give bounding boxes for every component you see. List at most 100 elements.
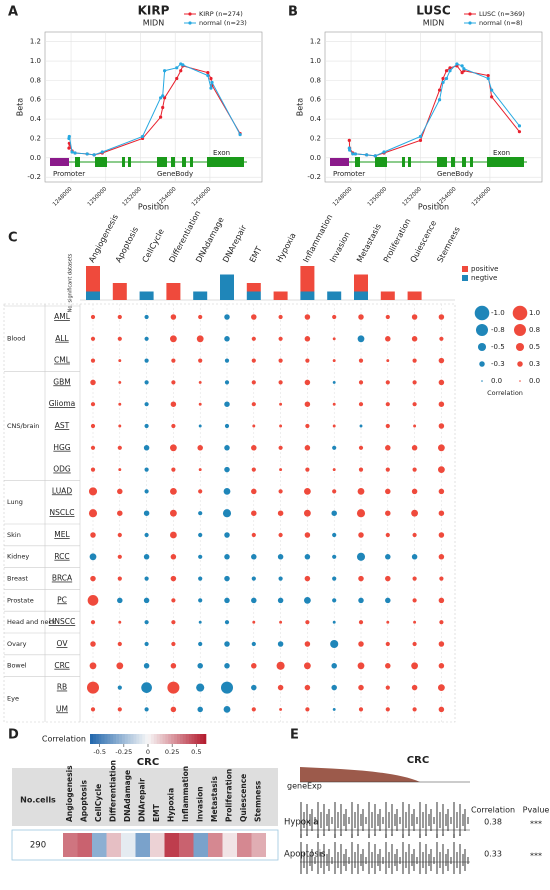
column-label: Apoptosis [80, 780, 89, 822]
colorbar-slice [171, 734, 175, 744]
chart-subtitle: MIDN [423, 19, 444, 28]
correlation-dot [305, 423, 310, 429]
legend-swatch [462, 275, 468, 281]
correlation-dot [385, 402, 390, 407]
correlation-dot [170, 531, 177, 539]
row-label[interactable]: LUAD [52, 486, 72, 495]
data-point [444, 76, 449, 81]
data-point [175, 76, 179, 81]
panel-label: E [290, 728, 299, 743]
data-point [92, 153, 96, 157]
colorbar-tick-label: -0.25 [115, 748, 132, 756]
correlation-dot [170, 575, 177, 582]
row-label[interactable]: CRC [54, 661, 69, 670]
colorbar-slice [95, 734, 99, 744]
correlation-dot [171, 423, 176, 429]
row-label[interactable]: RB [57, 683, 67, 692]
data-point [437, 98, 442, 102]
row-label[interactable]: ODG [53, 465, 71, 474]
correlation-dot [358, 575, 364, 582]
correlation-dot [198, 532, 203, 538]
row-label[interactable]: NSCLC [49, 508, 74, 517]
row-label[interactable]: Glioma [49, 399, 75, 408]
colorbar-tick-label: 0.25 [165, 748, 179, 756]
row-label[interactable]: MEL [54, 530, 70, 539]
data-point [365, 153, 369, 157]
correlation-dot [332, 707, 336, 711]
annotation: Promoter [53, 170, 85, 178]
column-label: DNAdamage [123, 770, 132, 822]
colorbar-slice [179, 734, 184, 744]
correlation-dot [332, 620, 336, 624]
correlation-dot [385, 445, 391, 451]
correlation-dot [278, 358, 283, 363]
data-point [73, 151, 77, 155]
correlation-dot [358, 402, 364, 407]
row-label[interactable]: ALL [55, 334, 69, 343]
colorbar-slice [200, 734, 204, 744]
correlation-dot [358, 467, 364, 472]
correlation-dot [332, 598, 337, 603]
exon-box [375, 157, 387, 167]
exon-box [75, 157, 80, 167]
data-point [100, 150, 104, 154]
correlation-dot [251, 358, 256, 363]
correlation-dot [251, 488, 257, 495]
y-tick-label: 0.2 [30, 134, 41, 142]
correlation-dot [412, 402, 417, 407]
colorbar-slice [191, 734, 195, 744]
correlation-dot [118, 468, 122, 472]
column-label: Hypoxia [167, 788, 176, 822]
correlation-dot [304, 554, 311, 560]
row-label[interactable]: RCC [54, 552, 69, 561]
correlation-dot [89, 553, 97, 561]
row-label[interactable]: CML [54, 356, 71, 365]
correlation-dot [224, 358, 230, 363]
correlation-dot [438, 597, 445, 604]
correlation-dot [385, 467, 390, 472]
row-label[interactable]: AST [55, 421, 70, 430]
correlation-dot [90, 445, 96, 450]
colorbar-slice [139, 734, 143, 744]
row-label[interactable]: HNSCC [49, 617, 75, 626]
data-point [418, 138, 423, 142]
correlation-dot [438, 357, 445, 364]
y-tick-label: 0.4 [310, 115, 322, 123]
correlation-dot [357, 335, 365, 343]
correlation-dot [117, 707, 122, 712]
chart-subtitle: MIDN [143, 19, 164, 28]
data-point [175, 66, 179, 70]
row-label[interactable]: HGG [53, 443, 70, 452]
column-label: Inflammation [181, 766, 190, 822]
row-label[interactable]: BRCA [52, 574, 73, 583]
y-tick-label: 0.2 [310, 134, 321, 142]
size-legend-label: 0.8 [529, 326, 540, 334]
correlation-dot [89, 662, 97, 670]
correlation-dot [198, 402, 202, 406]
x-axis-label: Position [138, 203, 169, 212]
heat-cell [193, 833, 208, 857]
data-point [67, 146, 71, 150]
exon-box [402, 157, 405, 167]
size-legend-label: -0.8 [491, 326, 505, 334]
correlation-dot [332, 468, 336, 472]
heat-cell [92, 833, 107, 857]
correlation-dot [197, 706, 203, 713]
annotation: Exon [213, 149, 230, 157]
row-label[interactable]: OV [57, 639, 69, 648]
correlation-dot [90, 707, 96, 712]
correlation-dot [251, 532, 256, 538]
row-label[interactable]: PC [57, 595, 67, 604]
row-label[interactable]: AML [54, 312, 71, 321]
y-tick-label: 0.6 [30, 96, 42, 104]
row-label[interactable]: GBM [53, 377, 70, 386]
group-label: Lung [7, 498, 23, 506]
correlation-dot [438, 554, 445, 560]
row-label[interactable]: UM [56, 704, 68, 713]
correlation-dot [143, 597, 150, 604]
correlation-value: 0.38 [484, 818, 502, 827]
bar [166, 283, 181, 300]
correlation-dot [251, 445, 257, 451]
correlation-dot [143, 554, 150, 560]
